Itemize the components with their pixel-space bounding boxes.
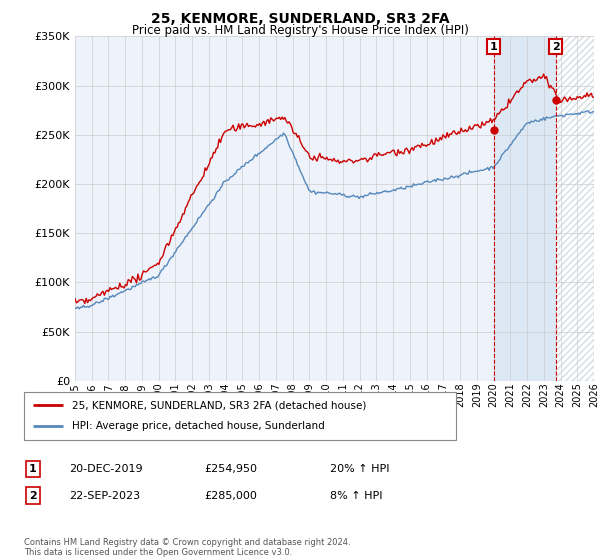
Text: Contains HM Land Registry data © Crown copyright and database right 2024.
This d: Contains HM Land Registry data © Crown c…: [24, 538, 350, 557]
Point: [489, 125, 499, 134]
Text: 20-DEC-2019: 20-DEC-2019: [69, 464, 143, 474]
Text: 25, KENMORE, SUNDERLAND, SR3 2FA: 25, KENMORE, SUNDERLAND, SR3 2FA: [151, 12, 449, 26]
FancyBboxPatch shape: [24, 392, 456, 440]
Text: 1: 1: [29, 464, 37, 474]
Text: 8% ↑ HPI: 8% ↑ HPI: [330, 491, 383, 501]
Text: 20% ↑ HPI: 20% ↑ HPI: [330, 464, 389, 474]
Text: 1: 1: [490, 41, 497, 52]
Text: 25, KENMORE, SUNDERLAND, SR3 2FA (detached house): 25, KENMORE, SUNDERLAND, SR3 2FA (detach…: [71, 400, 366, 410]
Text: 22-SEP-2023: 22-SEP-2023: [69, 491, 140, 501]
Text: 2: 2: [552, 41, 560, 52]
Bar: [556, 36, 594, 381]
Text: £285,000: £285,000: [204, 491, 257, 501]
Bar: [556, 36, 594, 381]
Point: [551, 96, 560, 105]
Bar: [494, 36, 556, 381]
Text: £254,950: £254,950: [204, 464, 257, 474]
Text: HPI: Average price, detached house, Sunderland: HPI: Average price, detached house, Sund…: [71, 421, 324, 431]
Text: Price paid vs. HM Land Registry's House Price Index (HPI): Price paid vs. HM Land Registry's House …: [131, 24, 469, 36]
Text: 2: 2: [29, 491, 37, 501]
